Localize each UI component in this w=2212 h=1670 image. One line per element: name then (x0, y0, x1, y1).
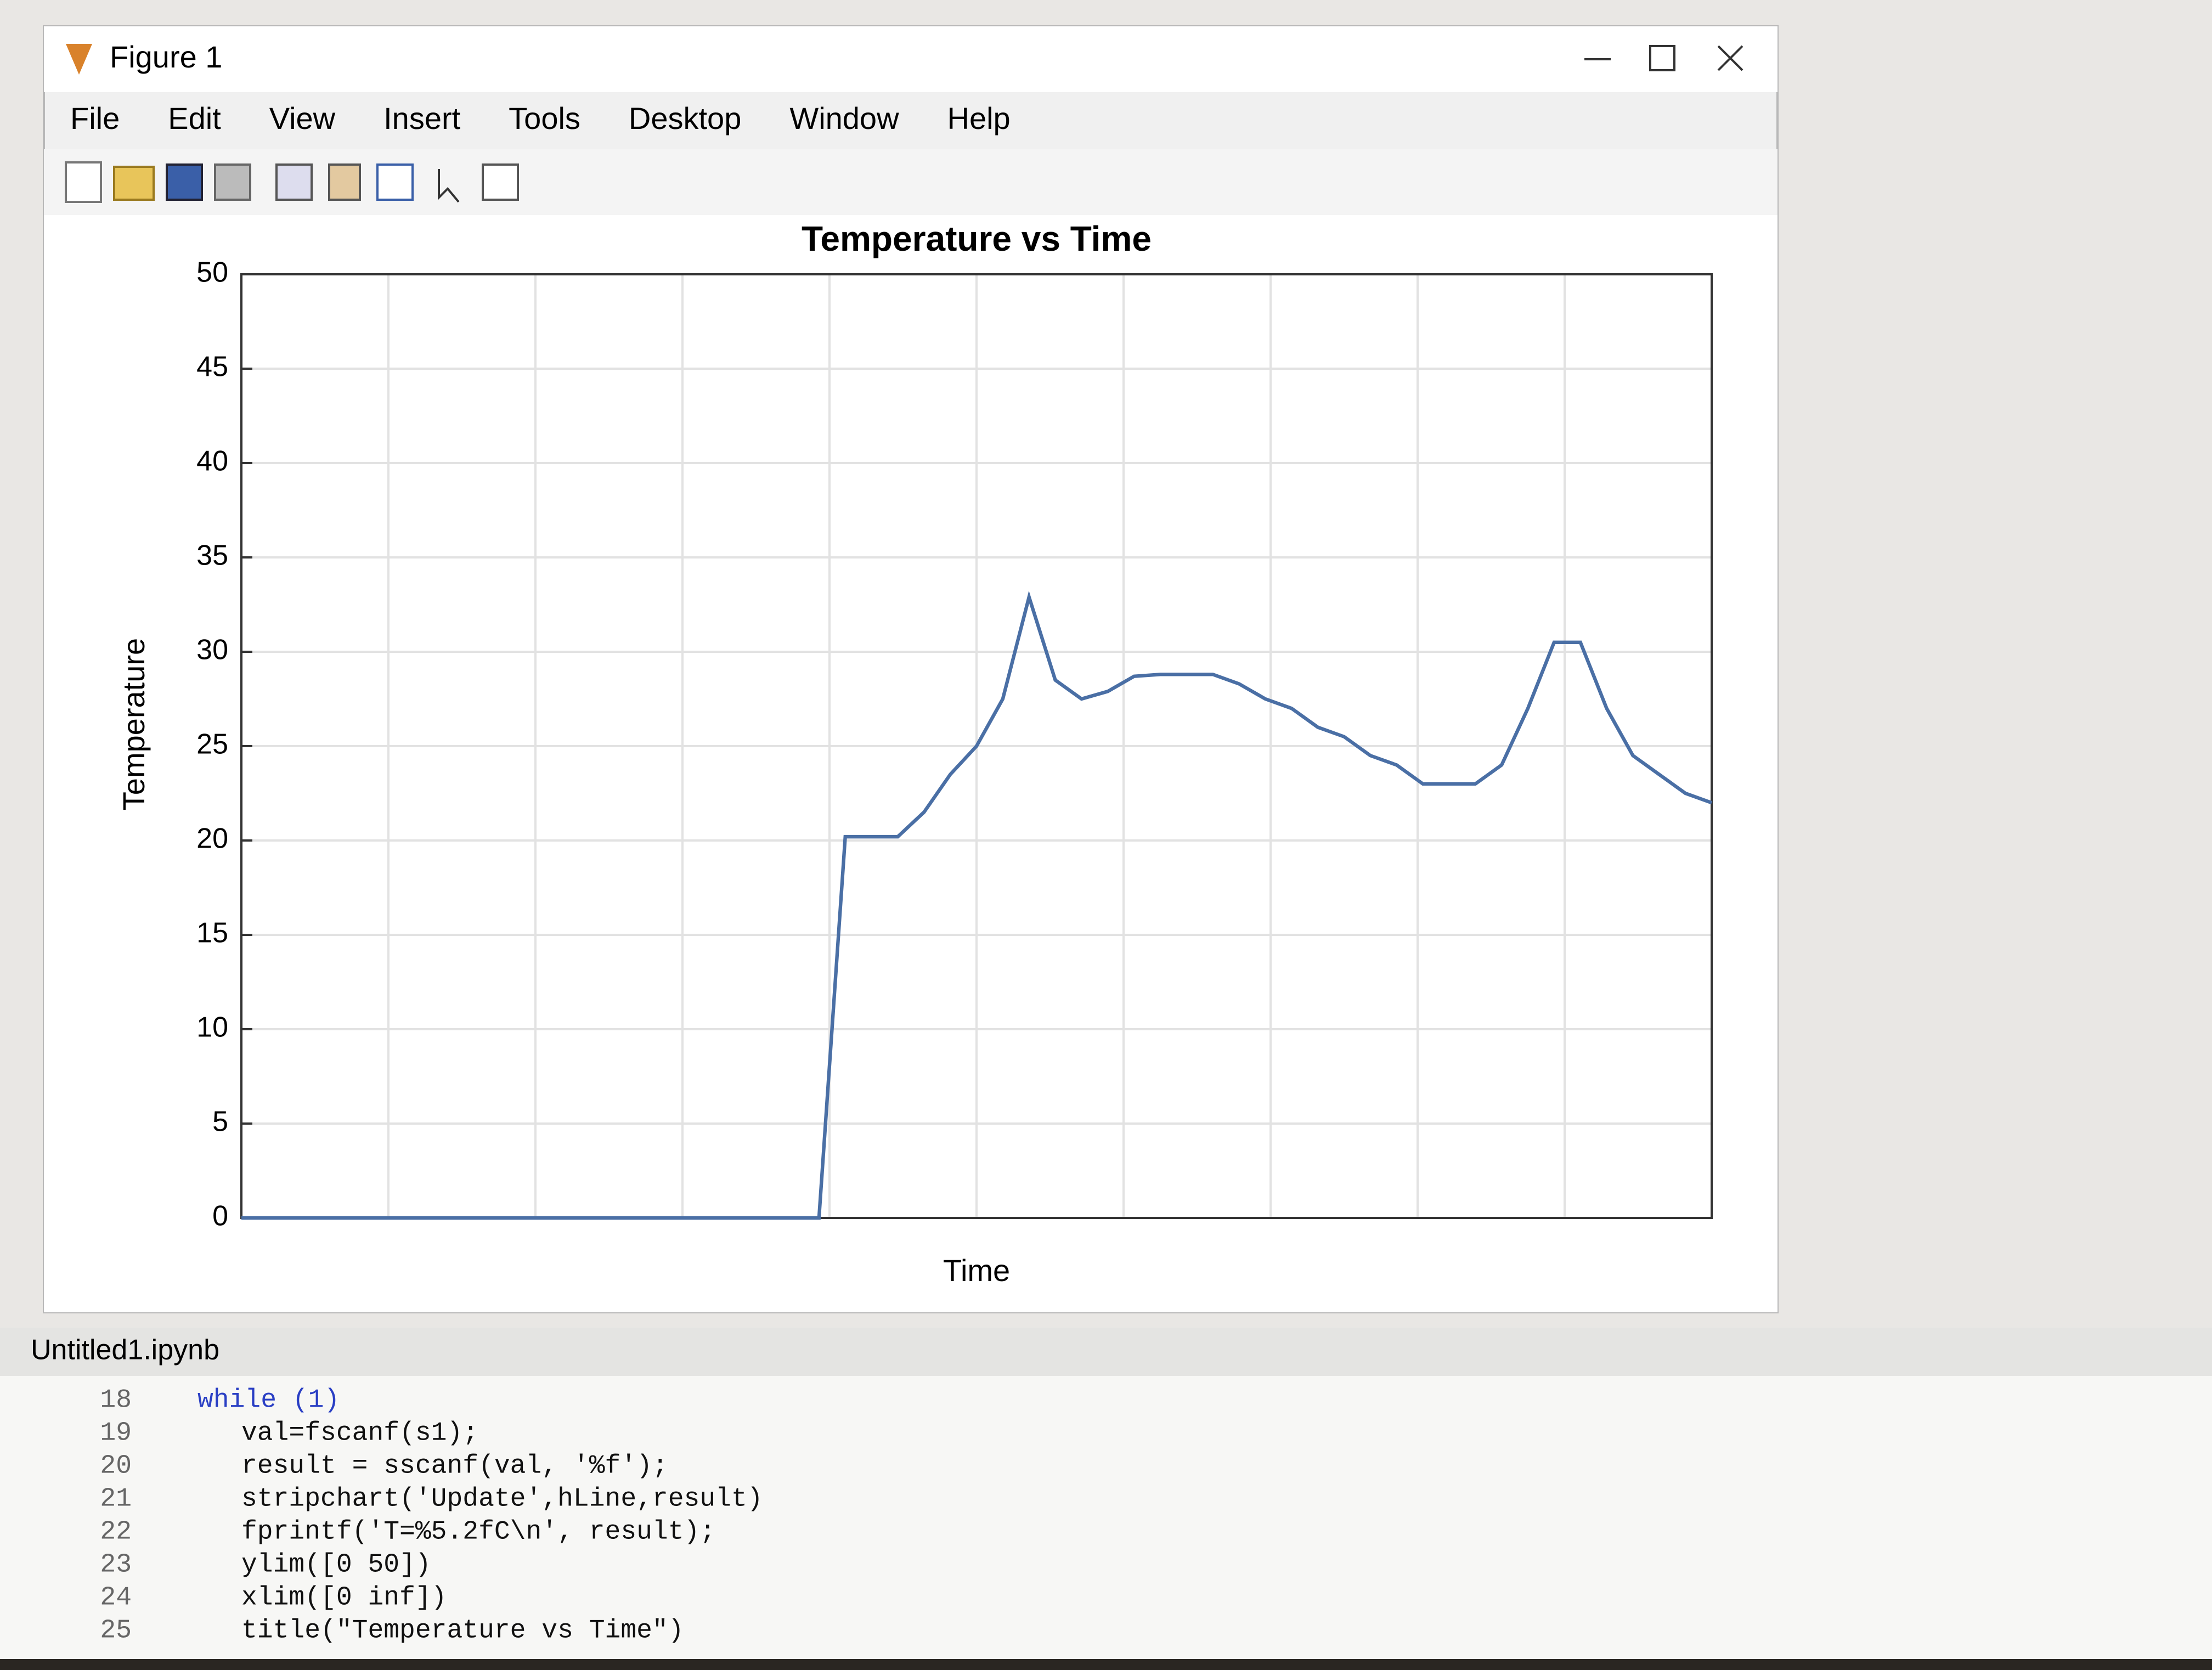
code-line: title("Temperature vs Time") (241, 1616, 684, 1646)
menu-item[interactable]: Help (947, 101, 1011, 136)
y-tick-label: 35 (196, 540, 228, 572)
new-icon[interactable] (65, 161, 102, 203)
x-axis-label: Time (943, 1253, 1010, 1288)
line-number: 22 (100, 1517, 132, 1547)
y-tick-label: 45 (196, 351, 228, 383)
y-tick-label: 5 (212, 1106, 228, 1138)
line-number: 25 (100, 1616, 132, 1646)
edit-plot-icon[interactable] (438, 169, 460, 203)
line-number: 18 (100, 1386, 132, 1415)
y-tick-label: 10 (196, 1012, 228, 1043)
menu-item[interactable]: Insert (383, 101, 460, 136)
code-lines: 18 while (1) 19 val=fscanf(s1); 20 result = s… (100, 1386, 763, 1646)
line-number: 21 (100, 1485, 132, 1514)
print-icon[interactable] (214, 163, 251, 201)
save-icon[interactable] (166, 163, 203, 201)
y-tick-label: 20 (196, 823, 228, 855)
menu-item[interactable]: View (269, 101, 336, 136)
y-tick-label: 15 (196, 917, 228, 949)
dock-icon[interactable] (482, 163, 519, 201)
editor-tab-bar (0, 1328, 2212, 1376)
data-line (241, 590, 1713, 1220)
app-icon (66, 44, 92, 75)
code-line: while (1) (198, 1386, 340, 1415)
editor-file-tab[interactable]: Untitled1.ipynb (31, 1334, 219, 1366)
code-line: ylim([0 50]) (241, 1550, 431, 1580)
chart: Temperature vs Time Time Temperature 0 5 1… (116, 219, 1713, 1288)
menu-bar: File Edit View Insert Tools Desktop Window Help (70, 101, 1011, 136)
code-line: xlim([0 inf]) (241, 1583, 447, 1613)
plot-frame (240, 273, 1713, 1219)
maximize-button[interactable] (1649, 45, 1675, 71)
menu-item[interactable]: Edit (168, 101, 221, 136)
figure-canvas (44, 215, 1778, 1312)
close-button[interactable] (1717, 45, 1743, 71)
y-tick-label: 30 (196, 634, 228, 666)
y-tick-label: 0 (212, 1200, 228, 1232)
line-number: 24 (100, 1583, 132, 1613)
line-number: 20 (100, 1452, 132, 1481)
menu-item[interactable]: File (70, 101, 120, 136)
y-tick-label: 25 (196, 729, 228, 760)
y-axis-label: Temperature (116, 638, 151, 810)
line-number: 19 (100, 1419, 132, 1448)
y-tick-label: 50 (196, 257, 228, 289)
chart-title: Temperature vs Time (802, 219, 1152, 258)
window-title: Figure 1 (110, 40, 222, 74)
y-tick-label: 40 (196, 445, 228, 477)
toolbar-icons (65, 161, 519, 203)
legend-icon[interactable] (376, 163, 414, 201)
colorbar-icon[interactable] (328, 163, 361, 201)
code-line: result = sscanf(val, '%f'); (241, 1452, 668, 1481)
link-icon[interactable] (275, 163, 313, 201)
menu-item[interactable]: Tools (509, 101, 580, 136)
open-icon[interactable] (113, 166, 155, 201)
code-line: stripchart('Update',hLine,result) (241, 1485, 763, 1514)
line-number: 23 (100, 1550, 132, 1580)
menu-item[interactable]: Desktop (629, 101, 741, 136)
menu-item[interactable]: Window (789, 101, 899, 136)
editor-panel (0, 1328, 2212, 1659)
code-line: val=fscanf(s1); (241, 1419, 478, 1448)
code-line: fprintf('T=%5.2fC\n', result); (241, 1517, 715, 1547)
title-bar (44, 26, 1778, 92)
